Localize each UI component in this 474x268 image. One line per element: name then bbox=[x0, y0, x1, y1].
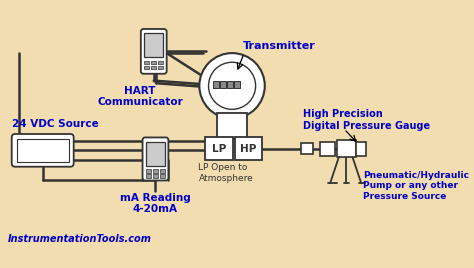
Bar bbox=[146, 174, 151, 178]
Bar bbox=[144, 33, 163, 57]
Bar bbox=[213, 81, 219, 88]
Bar bbox=[151, 66, 156, 69]
Text: LP Open to
Atmosphere: LP Open to Atmosphere bbox=[199, 163, 253, 183]
Bar bbox=[158, 66, 163, 69]
Bar bbox=[158, 61, 163, 64]
Bar bbox=[301, 143, 313, 154]
Text: LP: LP bbox=[212, 144, 226, 154]
Bar bbox=[153, 169, 158, 173]
Bar bbox=[160, 174, 165, 178]
Bar bbox=[146, 169, 151, 173]
Text: Transmitter: Transmitter bbox=[242, 41, 315, 51]
Bar bbox=[144, 61, 149, 64]
FancyBboxPatch shape bbox=[141, 29, 167, 74]
Text: mA Reading
4-20mA: mA Reading 4-20mA bbox=[120, 192, 191, 214]
FancyBboxPatch shape bbox=[12, 134, 73, 167]
Circle shape bbox=[209, 62, 255, 109]
Bar bbox=[218, 113, 246, 139]
Circle shape bbox=[200, 53, 265, 118]
Bar bbox=[144, 66, 149, 69]
Bar bbox=[205, 137, 233, 160]
Bar bbox=[356, 142, 366, 155]
Bar bbox=[146, 142, 165, 166]
Bar bbox=[160, 169, 165, 173]
Text: HART
Communicator: HART Communicator bbox=[97, 86, 183, 107]
Bar bbox=[320, 142, 335, 155]
Bar bbox=[337, 140, 356, 157]
Text: High Precision
Digital Pressure Gauge: High Precision Digital Pressure Gauge bbox=[302, 109, 430, 131]
Bar bbox=[17, 139, 69, 162]
Text: 24 VDC Source: 24 VDC Source bbox=[12, 119, 99, 129]
FancyBboxPatch shape bbox=[143, 137, 168, 180]
Bar bbox=[234, 81, 240, 88]
Bar bbox=[235, 137, 262, 160]
Bar bbox=[227, 81, 233, 88]
Text: InstrumentationTools.com: InstrumentationTools.com bbox=[8, 234, 152, 244]
Bar bbox=[151, 61, 156, 64]
Bar bbox=[153, 174, 158, 178]
Text: HP: HP bbox=[240, 144, 256, 154]
Text: Pneumatic/Hydraulic
Pump or any other
Pressure Source: Pneumatic/Hydraulic Pump or any other Pr… bbox=[363, 171, 469, 201]
Bar bbox=[220, 81, 226, 88]
